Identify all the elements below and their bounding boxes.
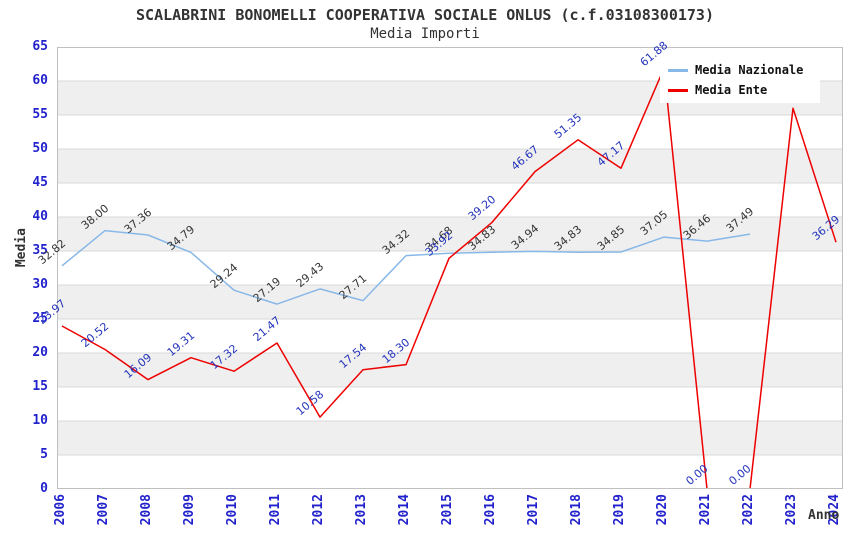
y-tick-label: 65 [32, 39, 48, 54]
x-tick-label: 2014 [397, 494, 412, 526]
chart-title: SCALABRINI BONOMELLI COOPERATIVA SOCIALE… [136, 6, 714, 24]
x-tick-label: 2010 [225, 494, 240, 526]
plot-canvas [57, 47, 843, 489]
legend-label-media-ente: Media Ente [695, 83, 768, 97]
y-axis-title: Media [14, 228, 29, 268]
x-tick-label: 2006 [53, 494, 68, 526]
x-tick-label: 2008 [139, 494, 154, 526]
y-tick-label: 60 [32, 73, 48, 88]
x-tick-label: 2015 [440, 494, 455, 526]
y-tick-label: 15 [32, 379, 48, 394]
y-tick-label: 0 [40, 481, 48, 496]
x-axis-title: Anno [808, 508, 840, 523]
y-tick-label: 10 [32, 413, 48, 428]
y-tick-label: 55 [32, 107, 48, 122]
y-tick-label: 5 [40, 447, 48, 462]
x-tick-label: 2007 [96, 494, 111, 526]
x-tick-label: 2017 [526, 494, 541, 526]
y-tick-label: 20 [32, 345, 48, 360]
x-tick-label: 2019 [612, 494, 627, 526]
x-tick-label: 2023 [784, 494, 799, 526]
y-tick-label: 45 [32, 175, 48, 190]
x-tick-label: 2018 [569, 494, 584, 526]
legend-label-media-nazionale: Media Nazionale [695, 63, 804, 77]
x-tick-label: 2011 [268, 494, 283, 526]
y-tick-label: 40 [32, 209, 48, 224]
x-tick-label: 2012 [311, 494, 326, 526]
legend: Media Nazionale Media Ente [660, 57, 820, 103]
media-ente-line-swatch [668, 88, 688, 92]
chart-subtitle: Media Importi [370, 26, 480, 42]
y-tick-label: 30 [32, 277, 48, 292]
x-tick-label: 2016 [483, 494, 498, 526]
x-tick-label: 2009 [182, 494, 197, 526]
x-tick-label: 2022 [741, 494, 756, 526]
x-tick-label: 2013 [354, 494, 369, 526]
y-tick-label: 50 [32, 141, 48, 156]
x-tick-label: 2021 [698, 494, 713, 526]
y-tick-label: 25 [32, 311, 48, 326]
y-tick-label: 35 [32, 243, 48, 258]
legend-item-media-ente: Media Ente [668, 80, 820, 100]
x-tick-label: 2020 [655, 494, 670, 526]
media-nazionale-line-swatch [668, 68, 688, 72]
legend-item-media-nazionale: Media Nazionale [668, 60, 820, 80]
